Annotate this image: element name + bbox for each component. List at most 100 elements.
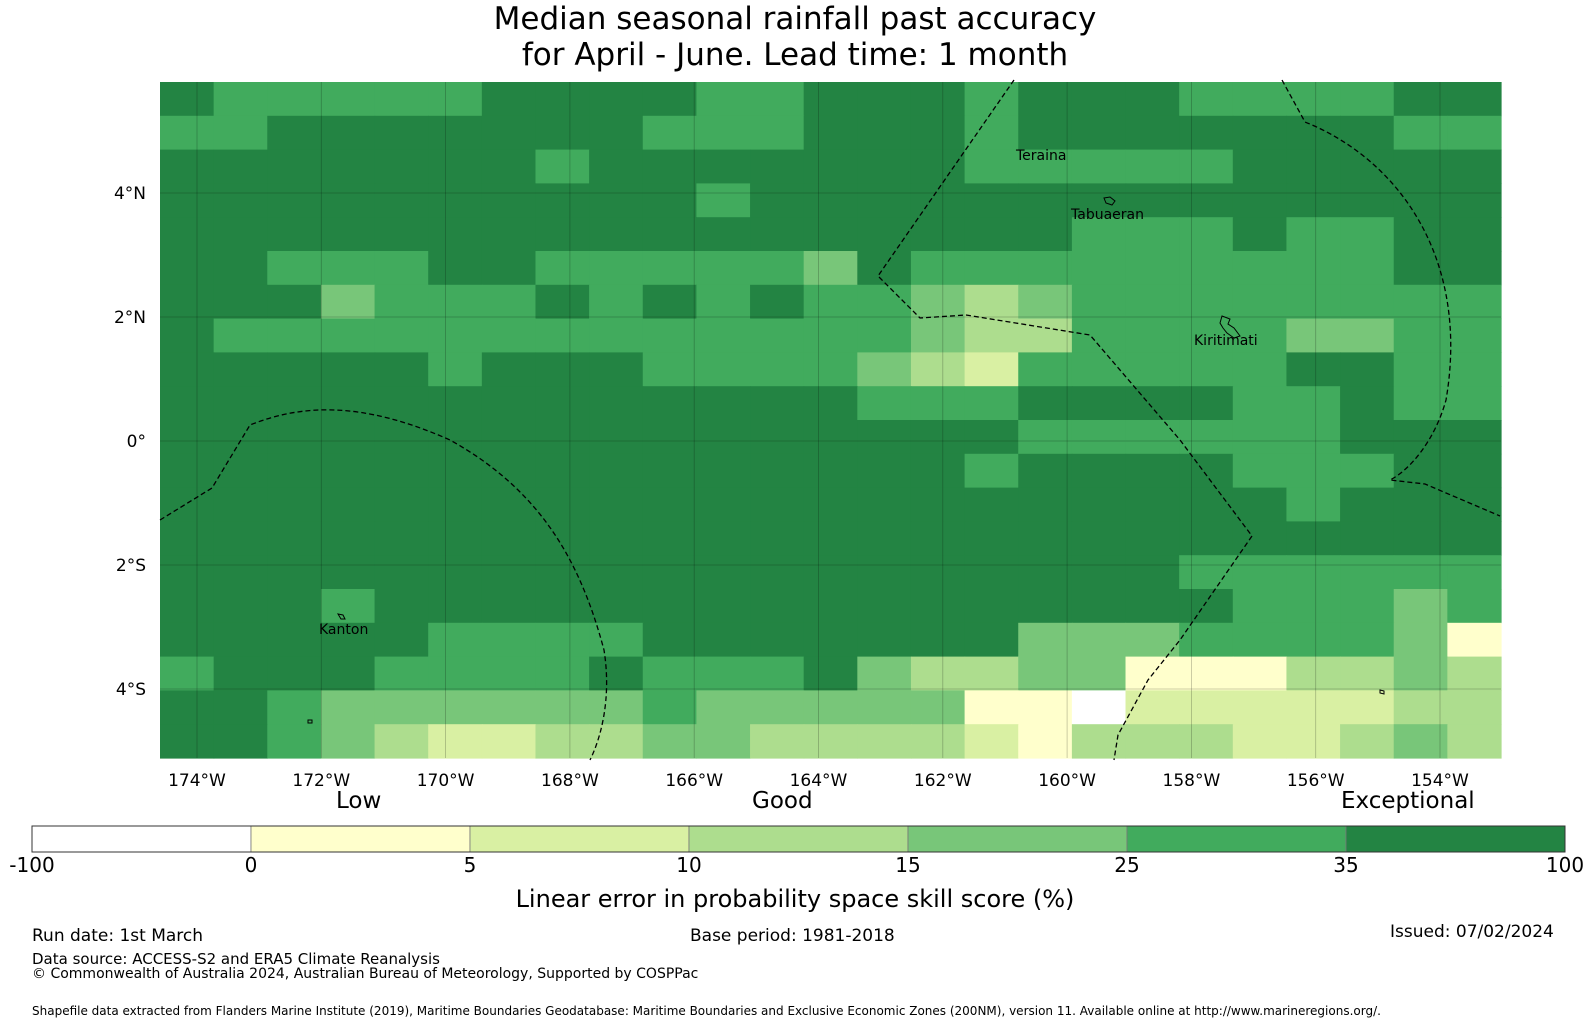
skill-cell (1447, 690, 1502, 725)
skill-cell (1393, 352, 1448, 387)
colorbar-swatch (31, 825, 252, 853)
skill-cell (1125, 284, 1180, 320)
skill-cell (642, 318, 697, 353)
skill-cell (481, 149, 537, 184)
skill-cell (696, 521, 751, 556)
copyright: © Commonwealth of Australia 2024, Austra… (32, 966, 699, 982)
skill-cell (1393, 284, 1448, 320)
skill-cell (1018, 589, 1073, 624)
colorbar-tick: 100 (1545, 853, 1585, 877)
skill-cell (1286, 656, 1341, 691)
skill-cell (1071, 149, 1127, 184)
skill-cell (428, 251, 483, 286)
skill-cell (1393, 487, 1448, 522)
skill-cell (428, 453, 483, 489)
skill-cell (642, 386, 697, 421)
skill-cell (1179, 82, 1234, 117)
skill-cell (910, 453, 966, 489)
place-label: Tabuaeran (1070, 207, 1144, 223)
skill-cell (857, 420, 912, 455)
skill-cell (213, 217, 268, 252)
skill-cell (696, 217, 751, 252)
skill-cell (1071, 217, 1127, 252)
skill-cell (857, 352, 912, 387)
skill-cell (213, 284, 268, 320)
skill-cell (696, 555, 751, 590)
skill-cell (1071, 251, 1127, 286)
skill-cell (857, 656, 912, 691)
skill-cell (750, 183, 805, 218)
skill-cell (857, 115, 912, 151)
skill-cell (1018, 420, 1073, 455)
skill-cell (964, 555, 1019, 590)
skill-cell (857, 149, 912, 184)
skill-cell (1340, 284, 1395, 320)
skill-cell (267, 487, 322, 522)
latitude-tick-label: 4°S (116, 680, 146, 700)
skill-cell (910, 487, 966, 522)
colorbar-swatch (469, 825, 690, 853)
skill-cell (213, 386, 268, 421)
skill-cell (1125, 622, 1180, 658)
skill-cell (1447, 622, 1502, 658)
skill-cell (964, 82, 1019, 117)
skill-cell (910, 82, 966, 117)
place-labels: Teraina Tabuaeran Kiritimati Kanton (319, 148, 1258, 638)
skill-cell (1018, 318, 1073, 353)
map-title-line-1: Median seasonal rainfall past accuracy (493, 1, 1097, 37)
skill-cell (1286, 622, 1341, 658)
skill-cell (910, 318, 966, 353)
skill-cell (481, 656, 537, 691)
longitude-tick-label: 170°W (417, 771, 475, 791)
skill-cell (1018, 656, 1073, 691)
skill-cell (267, 622, 322, 658)
skill-cell (1447, 217, 1502, 252)
skill-cell (1018, 217, 1073, 252)
skill-cell (374, 352, 429, 387)
skill-cell (750, 487, 805, 522)
skill-cell (1393, 318, 1448, 353)
skill-cell (428, 622, 483, 658)
skill-cell (1232, 589, 1288, 624)
skill-cell (213, 589, 268, 624)
skill-cell (1018, 82, 1073, 117)
skill-cell (374, 656, 429, 691)
skill-cell (642, 115, 697, 151)
skill-cell (1286, 555, 1341, 590)
skill-cell (374, 386, 429, 421)
skill-cell (696, 386, 751, 421)
skill-cell (1393, 149, 1448, 184)
skill-cell (910, 724, 966, 759)
skill-cell (535, 82, 590, 117)
skill-cell (696, 318, 751, 353)
skill-cell (535, 149, 590, 184)
skill-cell (535, 217, 590, 252)
latitude-tick-label: 4°N (114, 184, 146, 204)
skill-cell (213, 622, 268, 658)
tabuaeran-island (1103, 196, 1116, 206)
skill-cell (160, 82, 215, 117)
skill-cell (857, 690, 912, 725)
skill-cell (1340, 656, 1395, 691)
skill-cell (267, 251, 322, 286)
longitude-tick-label: 162°W (914, 771, 972, 791)
colorbar-tick: 5 (463, 853, 477, 877)
skill-cell (320, 555, 376, 590)
skill-cell (535, 183, 590, 218)
skill-cell (1340, 555, 1395, 590)
skill-cell (1125, 183, 1180, 218)
skill-cell (535, 115, 590, 151)
skill-cell (481, 453, 537, 489)
skill-cell (1125, 487, 1180, 522)
skill-cell (910, 555, 966, 590)
skill-cell (428, 555, 483, 590)
skill-cell (374, 115, 429, 151)
skill-cell (1071, 521, 1127, 556)
skill-cell (642, 589, 697, 624)
skill-cell (910, 521, 966, 556)
skill-cell (1286, 724, 1341, 759)
skill-cell (696, 656, 751, 691)
skill-cell (857, 589, 912, 624)
skill-cell (1071, 386, 1127, 421)
skill-cell (374, 420, 429, 455)
